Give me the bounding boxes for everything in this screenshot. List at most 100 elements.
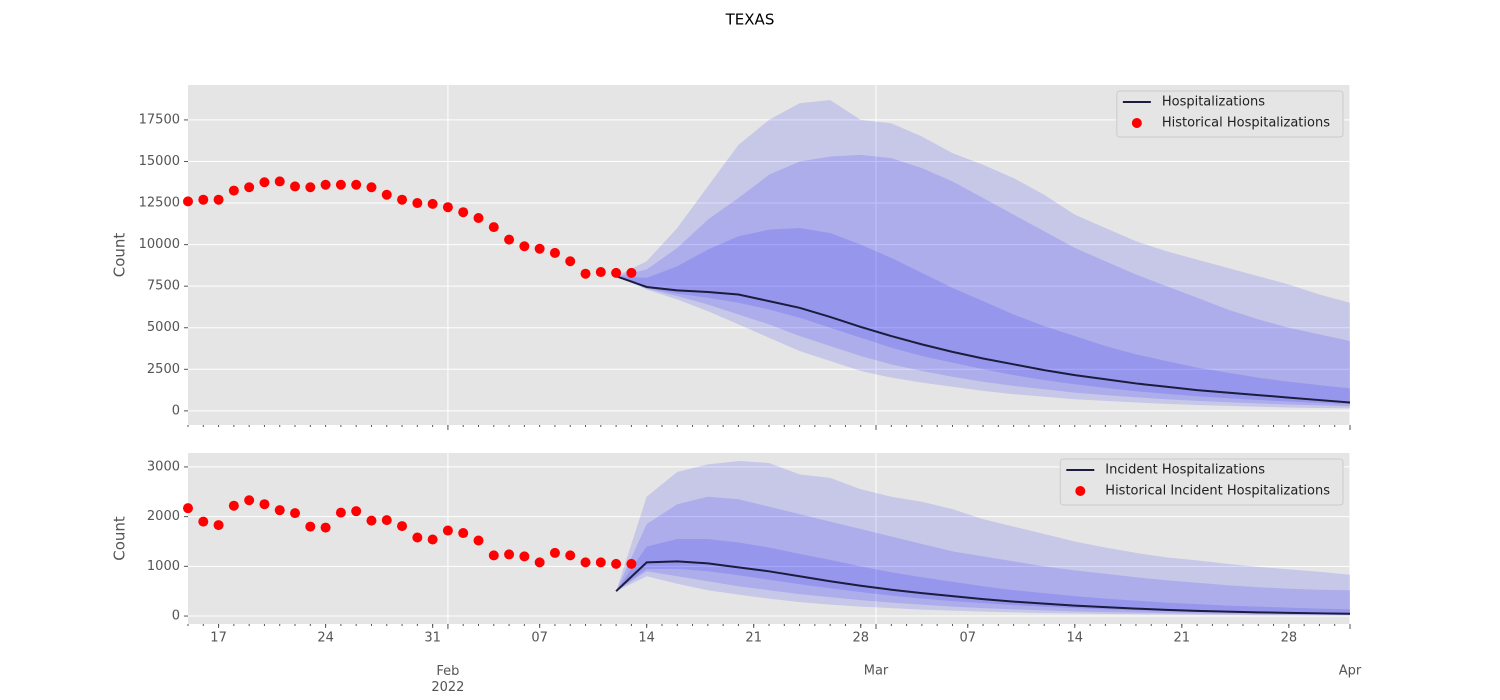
- historical-point: [259, 177, 270, 188]
- historical-point: [595, 557, 606, 568]
- historical-point: [183, 196, 193, 207]
- historical-point: [519, 241, 530, 252]
- historical-point: [580, 268, 591, 279]
- historical-point: [565, 256, 576, 267]
- historical-point: [213, 520, 224, 531]
- historical-point: [519, 551, 530, 562]
- median-line: [615, 275, 1351, 404]
- historical-point: [442, 525, 453, 536]
- historical-point: [565, 550, 576, 561]
- historical-point: [320, 522, 331, 533]
- historical-point: [351, 506, 362, 517]
- y-tick-label: 10000: [139, 237, 180, 252]
- x-tick-label: 31: [424, 631, 441, 646]
- historical-point: [488, 550, 499, 561]
- historical-point: [488, 222, 499, 233]
- historical-point: [259, 499, 270, 510]
- historical-point: [442, 202, 453, 213]
- historical-point: [473, 535, 484, 546]
- x-tick-label: Apr: [1339, 664, 1362, 679]
- historical-point: [412, 532, 423, 543]
- plot-background: [188, 85, 1350, 425]
- legend: Hospitalizations Historical Hospitalizati…: [1116, 90, 1344, 138]
- median-line: [615, 560, 1351, 615]
- legend-box: [1116, 90, 1344, 138]
- legend-box: [1059, 458, 1344, 506]
- historical-point: [228, 185, 239, 196]
- forecast-band: [616, 227, 1350, 405]
- historical-point: [626, 558, 637, 569]
- historical-point: [366, 515, 377, 526]
- x-tick-label: 21: [1174, 631, 1191, 646]
- y-tick-label: 5000: [147, 320, 180, 335]
- forecast-band: [616, 99, 1350, 409]
- historical-point: [244, 495, 255, 506]
- forecast-band: [616, 538, 1350, 615]
- historical-point: [534, 243, 545, 254]
- x-tick-label: 07: [959, 631, 976, 646]
- historical-point: [228, 500, 239, 511]
- y-tick-label: 17500: [139, 112, 180, 127]
- historical-point: [290, 508, 301, 519]
- x-tick-label: 21: [745, 631, 762, 646]
- y-axis-label: Count: [111, 233, 129, 278]
- y-tick-label: 15000: [139, 154, 180, 169]
- historical-point: [183, 503, 193, 514]
- historical-point: [595, 267, 606, 278]
- historical-point: [381, 189, 392, 200]
- historical-point: [397, 194, 408, 205]
- legend-label: Historical Incident Hospitalizations: [1105, 484, 1330, 499]
- y-tick-label: 0: [172, 609, 180, 624]
- y-tick-label: 1000: [147, 559, 180, 574]
- historical-point: [549, 247, 560, 258]
- historical-point: [427, 198, 438, 209]
- x-tick-label: 14: [638, 631, 655, 646]
- historical-point: [305, 521, 316, 532]
- chart-title: TEXAS: [725, 11, 775, 29]
- historical-point: [427, 534, 438, 545]
- historical-point: [244, 182, 255, 193]
- x-tick-label: 24: [317, 631, 334, 646]
- historical-point: [381, 515, 392, 526]
- historical-point: [320, 179, 331, 190]
- historical-point: [534, 557, 545, 568]
- legend-marker: [1075, 486, 1086, 496]
- x-tick-label: 07: [531, 631, 548, 646]
- historical-point: [549, 547, 560, 558]
- historical-point: [305, 182, 316, 193]
- legend-marker: [1131, 118, 1142, 128]
- historical-point: [351, 179, 362, 190]
- historical-point: [504, 549, 515, 560]
- historical-point: [213, 194, 224, 205]
- x-tick-label: Feb 2022: [431, 664, 464, 695]
- historical-point: [580, 557, 591, 568]
- historical-point: [335, 507, 346, 518]
- forecast-band: [616, 496, 1350, 616]
- historical-point: [504, 234, 515, 245]
- historical-point: [626, 267, 637, 278]
- legend-label: Historical Hospitalizations: [1162, 116, 1330, 131]
- y-tick-label: 12500: [139, 196, 180, 211]
- historical-point: [458, 207, 469, 218]
- y-axis-label: Count: [111, 516, 129, 561]
- legend-label: Hospitalizations: [1162, 95, 1265, 110]
- y-tick-label: 7500: [147, 279, 180, 294]
- y-tick-label: 3000: [147, 459, 180, 474]
- historical-point: [198, 516, 209, 527]
- historical-point: [412, 198, 423, 209]
- historical-point: [458, 528, 469, 539]
- x-tick-label: 14: [1067, 631, 1084, 646]
- y-tick-label: 2500: [147, 362, 180, 377]
- legend: Incident Hospitalizations Historical Inci…: [1059, 458, 1344, 506]
- historical-point: [274, 176, 285, 187]
- historical-point: [473, 213, 484, 224]
- historical-point: [274, 505, 285, 516]
- y-tick-label: 2000: [147, 509, 180, 524]
- legend-label: Incident Hospitalizations: [1105, 463, 1265, 478]
- historical-point: [198, 194, 209, 205]
- x-tick-label: Mar: [864, 664, 889, 679]
- y-tick-label: 0: [172, 403, 180, 418]
- forecast-band: [616, 154, 1350, 407]
- x-tick-label: 28: [852, 631, 869, 646]
